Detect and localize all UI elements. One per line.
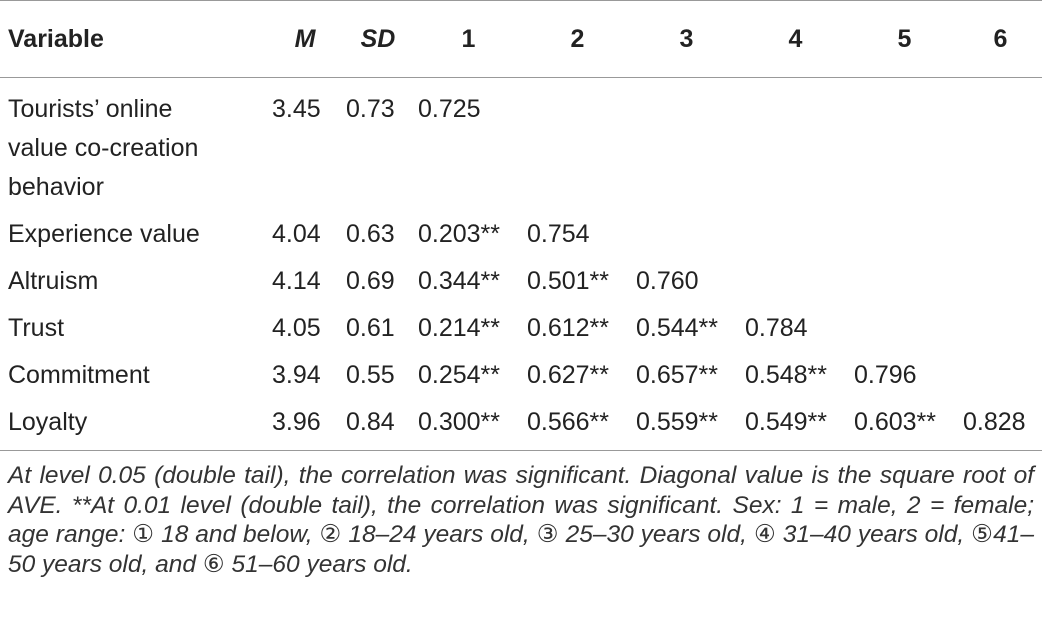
column-header: 3: [632, 0, 741, 78]
column-header: M: [268, 0, 342, 78]
cell: 0.501**: [527, 267, 610, 295]
cell: 0.214**: [418, 314, 501, 342]
table-row: Loyalty 3.96 0.84 0.300** 0.566** 0.559** 0.54…: [0, 399, 1042, 451]
empty-cell: [741, 78, 850, 212]
cell: 3.96: [272, 408, 321, 436]
footnote: At level 0.05 (double tail), the correla…: [8, 462, 1034, 578]
empty-cell: [850, 211, 959, 258]
row-label: Altruism: [8, 267, 99, 295]
empty-cell: [741, 258, 850, 305]
row-label: Commitment: [8, 361, 150, 389]
empty-cell: [959, 258, 1042, 305]
cell: 0.828: [963, 408, 1026, 436]
column-header: Variable: [0, 0, 268, 78]
column-header: 4: [741, 0, 850, 78]
cell: 0.566**: [527, 408, 610, 436]
cell: 0.548**: [745, 361, 828, 389]
cell: 0.657**: [636, 361, 719, 389]
table-row: Tourists’ online value co-creation behav…: [0, 78, 1042, 212]
cell: 0.559**: [636, 408, 719, 436]
cell: 0.760: [636, 267, 699, 295]
cell: 4.14: [272, 267, 321, 295]
empty-cell: [632, 78, 741, 212]
cell: 0.627**: [527, 361, 610, 389]
row-label: Experience value: [8, 220, 200, 248]
empty-cell: [850, 305, 959, 352]
cell: 0.754: [527, 220, 590, 248]
empty-cell: [523, 78, 632, 212]
cell: 0.84: [346, 408, 395, 436]
row-label: Loyalty: [8, 408, 88, 436]
column-header: 1: [414, 0, 523, 78]
empty-cell: [959, 305, 1042, 352]
empty-cell: [959, 352, 1042, 399]
cell: 0.725: [418, 95, 481, 123]
empty-cell: [850, 258, 959, 305]
row-label: Trust: [8, 314, 65, 342]
cell: 0.796: [854, 361, 917, 389]
column-header: 2: [523, 0, 632, 78]
cell: 0.61: [346, 314, 395, 342]
empty-cell: [741, 211, 850, 258]
table-row: Commitment 3.94 0.55 0.254** 0.627** 0.657** 0…: [0, 352, 1042, 399]
table-row: Altruism 4.14 0.69 0.344** 0.501** 0.760: [0, 258, 1042, 305]
header-row: Variable M SD 1 2 3 4 5 6: [0, 0, 1042, 78]
row-label: Tourists’ online value co-creation behav…: [8, 95, 199, 201]
cell: 3.94: [272, 361, 321, 389]
empty-cell: [632, 211, 741, 258]
table-row: Experience value 4.04 0.63 0.203** 0.754: [0, 211, 1042, 258]
table-body: Tourists’ online value co-creation behav…: [0, 78, 1042, 451]
cell: 0.300**: [418, 408, 501, 436]
column-header: SD: [342, 0, 414, 78]
column-header: 5: [850, 0, 959, 78]
cell: 0.69: [346, 267, 395, 295]
cell: 0.73: [346, 95, 395, 123]
cell: 0.612**: [527, 314, 610, 342]
correlation-table: Variable M SD 1 2 3 4 5 6 Tourists’ online value…: [0, 0, 1042, 451]
cell: 4.05: [272, 314, 321, 342]
cell: 0.603**: [854, 408, 937, 436]
empty-cell: [959, 78, 1042, 212]
cell: 0.55: [346, 361, 395, 389]
cell: 0.254**: [418, 361, 501, 389]
cell: 0.549**: [745, 408, 828, 436]
cell: 0.63: [346, 220, 395, 248]
cell: 3.45: [272, 95, 321, 123]
cell: 0.344**: [418, 267, 501, 295]
column-header: 6: [959, 0, 1042, 78]
empty-cell: [959, 211, 1042, 258]
cell: 0.784: [745, 314, 808, 342]
cell: 4.04: [272, 220, 321, 248]
table-row: Trust 4.05 0.61 0.214** 0.612** 0.544** 0.784: [0, 305, 1042, 352]
cell: 0.203**: [418, 220, 501, 248]
empty-cell: [850, 78, 959, 212]
cell: 0.544**: [636, 314, 719, 342]
